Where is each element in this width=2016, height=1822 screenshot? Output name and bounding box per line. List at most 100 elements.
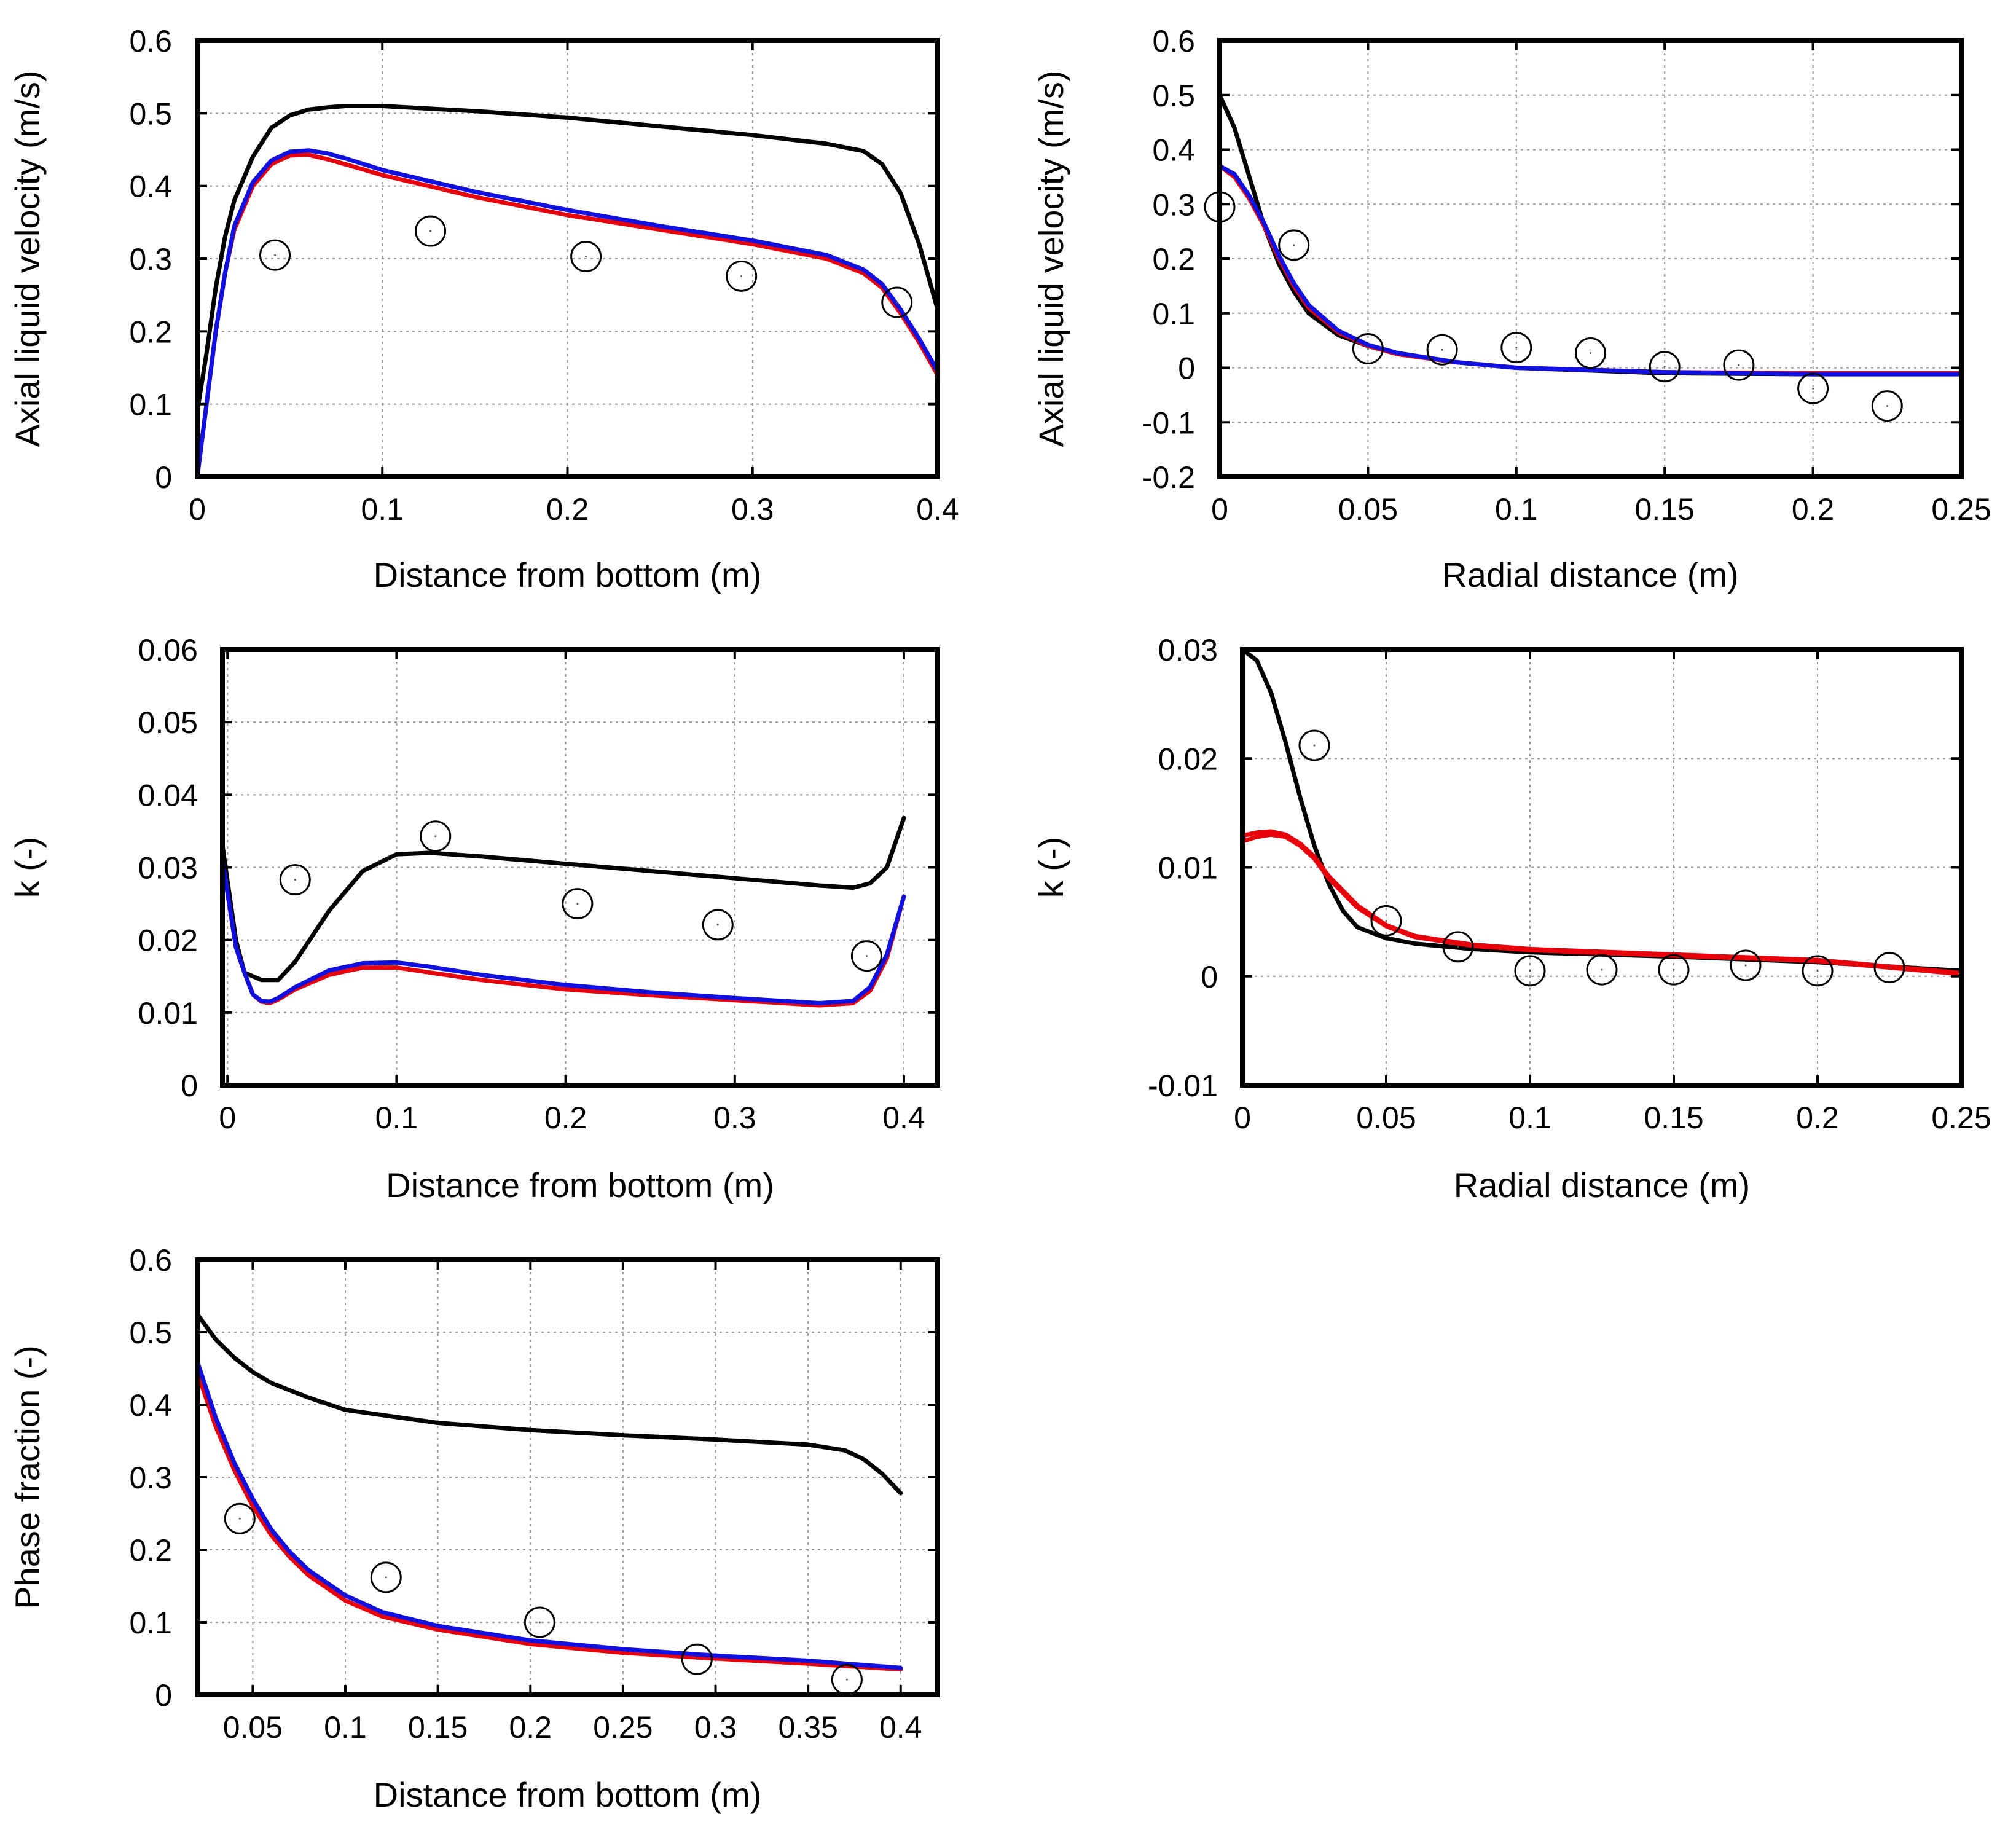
y-tick-label: 0.4 xyxy=(129,1388,172,1423)
series-line-blue xyxy=(195,148,940,479)
data-point-center xyxy=(585,255,587,257)
x-tick-label: 0.15 xyxy=(408,1710,468,1745)
x-tick-label: 0.2 xyxy=(509,1710,552,1745)
x-tick-label: 0 xyxy=(219,1101,236,1135)
x-tick-label: 0.05 xyxy=(223,1710,283,1745)
data-point-center xyxy=(1441,348,1443,351)
data-point-marker xyxy=(1723,349,1755,381)
data-point-marker xyxy=(1514,955,1546,987)
y-tick-label: 0.01 xyxy=(1158,851,1218,885)
x-tick-label: 0.25 xyxy=(593,1710,653,1745)
data-point-center xyxy=(1457,946,1459,948)
data-point-center xyxy=(538,1621,541,1624)
y-tick-label: -0.1 xyxy=(1142,406,1195,440)
data-point-marker xyxy=(850,940,882,972)
data-point-center xyxy=(434,835,437,838)
x-tick-label: 0.2 xyxy=(1792,492,1835,527)
y-tick-label: 0.04 xyxy=(138,778,198,812)
y-tick-label: 0.02 xyxy=(1158,742,1218,776)
data-point-center xyxy=(1313,744,1316,747)
data-point-center xyxy=(294,879,296,881)
series-line-black xyxy=(195,104,940,414)
data-point-marker xyxy=(702,909,734,941)
x-tick-label: 0.2 xyxy=(546,492,589,527)
data-point-marker xyxy=(420,820,452,852)
x-tick-label: 0.1 xyxy=(1495,492,1538,527)
y-tick-label: 0.03 xyxy=(1158,633,1218,667)
data-point-center xyxy=(845,1678,848,1681)
y-axis-label: k (-) xyxy=(1032,837,1070,898)
data-point-center xyxy=(716,924,719,926)
y-tick-label: 0.2 xyxy=(129,1533,172,1568)
data-point-center xyxy=(1529,970,1531,972)
panel-axial-velocity-vs-height: 0 0.1 0.2 0.3 0.4 0 0.1 0.2 0.3 0.4 0.5 0.6 Distance… xyxy=(8,24,959,594)
data-point-marker xyxy=(881,286,913,318)
data-point-marker xyxy=(1500,332,1532,364)
data-point-center xyxy=(740,275,743,277)
x-tick-label: 0.1 xyxy=(1508,1101,1551,1135)
data-point-center xyxy=(1293,244,1295,246)
y-tick-label: 0.3 xyxy=(129,242,172,277)
data-point-center xyxy=(576,903,579,905)
data-point-center xyxy=(1816,970,1819,972)
y-tick-label: 0 xyxy=(155,1678,172,1713)
x-tick-label: 0.05 xyxy=(1356,1101,1416,1135)
data-point-marker xyxy=(1797,372,1829,404)
x-tick-label: 0 xyxy=(1211,492,1228,527)
data-point-marker xyxy=(224,1502,256,1534)
panel-axial-velocity-vs-radius: 0 0.05 0.1 0.15 0.2 0.25 -0.2 -0.1 0 0.1 0.2 0.3 0.4… xyxy=(1032,24,1991,594)
data-point-center xyxy=(238,1517,241,1520)
x-axis-label: Distance from bottom (m) xyxy=(374,556,762,594)
series-line-red xyxy=(195,1370,903,1672)
data-point-marker xyxy=(279,864,311,896)
y-tick-label: 0.5 xyxy=(129,1316,172,1350)
y-axis-label: Axial liquid velocity (m/s) xyxy=(8,70,47,447)
series-line-black xyxy=(220,815,906,983)
data-point-center xyxy=(1590,352,1591,355)
data-point-marker xyxy=(1352,332,1384,364)
y-tick-label: 0.6 xyxy=(129,24,172,58)
y-tick-label: 0.4 xyxy=(129,170,172,204)
data-point-marker xyxy=(1649,351,1681,383)
y-tick-label: -0.01 xyxy=(1148,1069,1218,1103)
x-tick-label: 0.1 xyxy=(361,492,404,527)
data-point-marker xyxy=(562,888,594,920)
data-point-center xyxy=(1738,364,1740,366)
x-tick-label: 0.4 xyxy=(882,1101,925,1135)
x-tick-label: 0.2 xyxy=(544,1101,587,1135)
panel-k-vs-height: 0 0.1 0.2 0.3 0.4 0 0.01 0.02 0.03 0.04 0.05 0.06 Di… xyxy=(8,633,940,1204)
y-tick-label: 0 xyxy=(1201,960,1218,994)
x-tick-label: 0.1 xyxy=(324,1710,367,1745)
x-tick-label: 0.3 xyxy=(713,1101,756,1135)
data-point-marker xyxy=(370,1561,402,1593)
data-point-marker xyxy=(1442,931,1474,963)
x-tick-label: 0.2 xyxy=(1796,1101,1839,1135)
data-point-marker xyxy=(726,260,758,292)
data-point-marker xyxy=(1658,954,1690,986)
series-line-blue xyxy=(1217,163,1964,377)
data-point-marker xyxy=(1730,949,1762,981)
series-line-blue xyxy=(220,858,906,1005)
data-point-center xyxy=(1812,387,1814,390)
y-tick-label: -0.2 xyxy=(1142,460,1195,495)
data-point-center xyxy=(1886,405,1888,407)
data-point-marker xyxy=(524,1606,555,1638)
y-axis-label: Axial liquid velocity (m/s) xyxy=(1032,70,1070,447)
data-point-center xyxy=(1663,366,1666,368)
y-tick-label: 0.6 xyxy=(1152,24,1195,58)
y-tick-label: 0.02 xyxy=(138,924,198,958)
x-tick-label: 0 xyxy=(1234,1101,1251,1135)
data-point-marker xyxy=(1873,952,1905,984)
y-tick-label: 0.2 xyxy=(129,315,172,349)
x-tick-label: 0.3 xyxy=(731,492,774,527)
x-tick-label: 0.4 xyxy=(916,492,959,527)
x-tick-label: 0.15 xyxy=(1644,1101,1703,1135)
y-tick-label: 0.6 xyxy=(129,1243,172,1278)
panel-k-vs-radius: 0 0.05 0.1 0.15 0.2 0.25 -0.01 0 0.01 0.02 0.03 Rad… xyxy=(1032,633,1991,1204)
y-tick-label: 0.1 xyxy=(129,1606,172,1640)
y-tick-label: 0.06 xyxy=(138,633,198,667)
series-line-blue xyxy=(195,1359,903,1670)
x-axis-label: Distance from bottom (m) xyxy=(386,1166,774,1204)
x-tick-label: 0.15 xyxy=(1635,492,1695,527)
